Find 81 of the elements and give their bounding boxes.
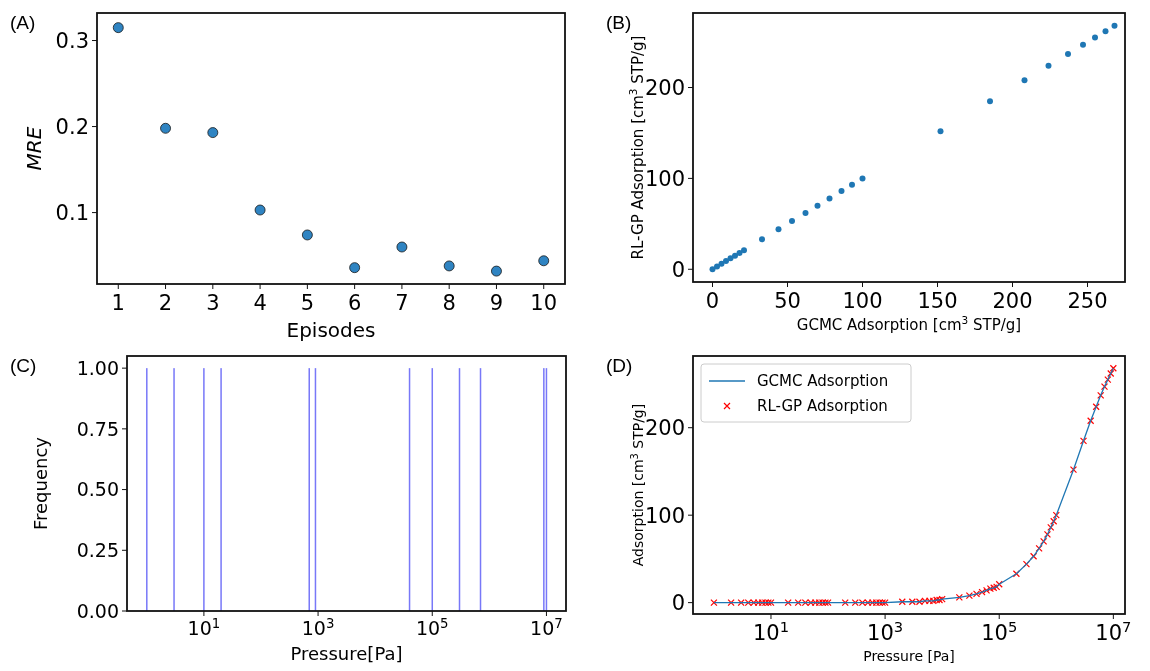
- point: [538, 255, 550, 267]
- y-tick-label: 0: [671, 257, 685, 282]
- point: [1021, 77, 1028, 84]
- point: [396, 241, 408, 253]
- x-tick-label: 10: [530, 290, 558, 315]
- point: [838, 188, 845, 195]
- y-tick-label: 0.1: [55, 201, 89, 226]
- point: [826, 195, 833, 202]
- x-tick-label: 9: [489, 290, 504, 315]
- y-tick-label: 0.50: [76, 478, 119, 501]
- x-tick-label: 0: [705, 288, 720, 313]
- x-axis-title: Episodes: [286, 318, 376, 342]
- y-tick-label: 0.00: [76, 599, 119, 622]
- point: [814, 202, 821, 209]
- x-tick-label: 150: [917, 288, 958, 313]
- x-tick-label: 200: [992, 288, 1033, 313]
- chart-title: (B): [606, 12, 632, 33]
- point: [254, 204, 266, 216]
- x-tick-label: 10$^{1}$: [752, 617, 790, 645]
- y-axis-title: MRE: [22, 126, 46, 171]
- point: [802, 209, 809, 216]
- x-tick-label: 10$^{3}$: [867, 617, 904, 645]
- y-tick-label: 0.75: [76, 417, 119, 440]
- point: [1080, 41, 1086, 48]
- x-axis-title: Pressure[Pa]: [290, 643, 403, 664]
- chart-title: (D): [606, 355, 633, 376]
- point: [1065, 50, 1071, 57]
- point: [112, 22, 124, 34]
- x-tick-label: 6: [347, 290, 362, 315]
- y-tick-label: 200: [644, 76, 685, 101]
- legend-label: GCMC Adsorption: [757, 372, 889, 390]
- point: [1092, 34, 1098, 41]
- x-tick-label: 2: [158, 290, 173, 315]
- point: [207, 127, 219, 138]
- point: [718, 260, 725, 267]
- point: [1102, 28, 1109, 35]
- point: [723, 258, 729, 265]
- y-tick-label: 0.2: [55, 115, 89, 140]
- y-tick-label: 100: [644, 166, 685, 191]
- x-tick-label: 10$^{7}$: [530, 615, 563, 640]
- chart-title: (C): [10, 355, 37, 376]
- x-axis-title: GCMC Adsorption [cm$^{3}$ STP/g]: [796, 314, 1022, 334]
- point: [1111, 22, 1118, 29]
- point: [789, 218, 795, 225]
- point: [849, 181, 855, 188]
- point: [859, 175, 866, 182]
- x-tick-label: 10$^{3}$: [301, 615, 335, 640]
- x-tick-label: 50: [774, 288, 801, 313]
- x-tick-label: 4: [253, 290, 267, 315]
- point: [709, 266, 716, 273]
- legend-label: RL-GP Adsorption: [757, 397, 888, 415]
- point: [1045, 62, 1052, 69]
- x-tick-label: 250: [1067, 288, 1108, 313]
- point: [443, 260, 455, 272]
- y-tick-label: 1.00: [76, 356, 119, 379]
- point: [741, 247, 747, 254]
- x-tick-label: 10$^{1}$: [187, 615, 221, 640]
- point: [732, 252, 738, 259]
- y-tick-label: 0.25: [76, 539, 119, 562]
- y-tick-label: 0: [671, 591, 685, 616]
- x-tick-label: 100: [842, 288, 883, 313]
- point: [937, 128, 944, 135]
- x-tick-label: 10$^{5}$: [415, 615, 449, 640]
- x-tick-label: 10$^{7}$: [1095, 617, 1132, 645]
- y-tick-label: 0.3: [55, 29, 89, 54]
- point: [160, 122, 171, 134]
- x-tick-label: 7: [395, 290, 409, 315]
- point: [987, 98, 993, 105]
- y-axis-title: Frequency: [30, 436, 51, 530]
- x-axis-title: Pressure [Pa]: [863, 648, 955, 664]
- x-tick-label: 10$^{5}$: [981, 617, 1018, 645]
- point: [349, 262, 361, 274]
- x-tick-label: 5: [300, 290, 315, 315]
- point: [491, 265, 502, 277]
- chart-title: (A): [10, 12, 36, 33]
- x-tick-label: 3: [206, 290, 220, 315]
- point: [759, 236, 765, 243]
- point: [775, 226, 782, 233]
- x-tick-label: 8: [442, 290, 456, 315]
- point: [301, 229, 313, 241]
- x-tick-label: 1: [111, 290, 125, 315]
